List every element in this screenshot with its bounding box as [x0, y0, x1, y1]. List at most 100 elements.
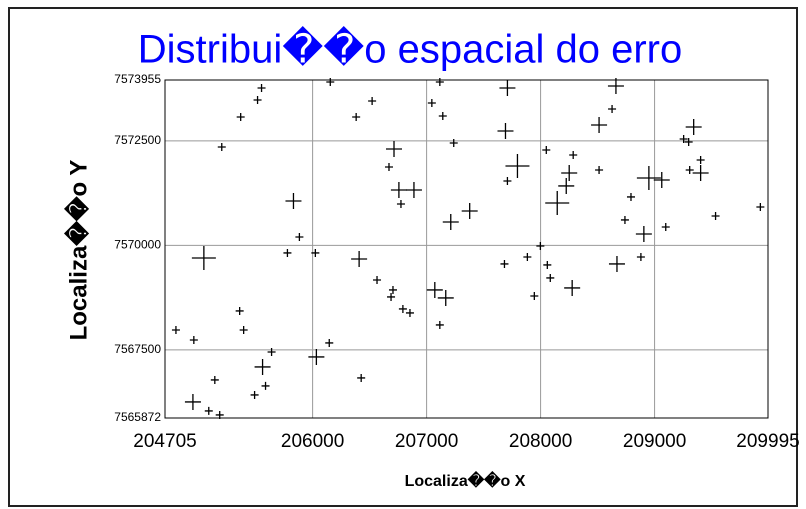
marker	[295, 232, 304, 241]
marker	[608, 255, 625, 272]
marker	[711, 211, 720, 220]
y-tick-label: 7570000	[114, 238, 161, 252]
x-tick-label: 209000	[623, 431, 686, 452]
marker	[523, 252, 532, 261]
y-tick-label: 7573955	[114, 72, 161, 86]
marker	[530, 291, 539, 300]
marker	[390, 181, 407, 198]
marker	[461, 202, 478, 219]
marker	[696, 155, 705, 164]
marker	[189, 335, 198, 344]
marker	[756, 202, 765, 211]
y-tick-label: 7565872	[114, 410, 161, 424]
marker	[442, 213, 459, 230]
marker	[326, 78, 335, 87]
marker	[171, 325, 180, 334]
marker	[267, 347, 276, 356]
marker	[184, 393, 201, 410]
marker	[545, 190, 570, 215]
marker	[635, 225, 652, 242]
marker	[285, 192, 302, 209]
frame	[8, 7, 798, 507]
marker	[386, 140, 403, 157]
marker	[217, 142, 226, 151]
marker	[685, 165, 694, 174]
marker	[620, 215, 629, 224]
marker	[542, 146, 551, 154]
x-tick-label: 204705	[133, 431, 196, 452]
y-tick-label: 7567500	[114, 342, 161, 356]
marker	[564, 279, 581, 296]
marker	[685, 119, 702, 136]
marker	[236, 113, 245, 122]
marker	[449, 138, 458, 147]
marker	[352, 113, 361, 122]
marker	[607, 77, 624, 94]
marker	[239, 325, 248, 334]
marker	[254, 358, 271, 375]
marker	[437, 289, 454, 306]
marker	[373, 275, 382, 284]
marker	[204, 406, 213, 415]
marker	[499, 79, 516, 96]
x-axis-label: Localiza��o X	[405, 470, 526, 490]
marker	[661, 222, 670, 231]
marker	[679, 135, 688, 144]
y-axis-label: Localiza��o Y	[63, 160, 92, 341]
marker	[215, 410, 224, 419]
marker	[608, 104, 617, 113]
marker	[536, 241, 545, 250]
marker	[357, 373, 366, 382]
marker	[253, 95, 262, 104]
x-tick-label: 206000	[281, 431, 344, 452]
marker	[505, 153, 530, 178]
x-tick-label: 208000	[509, 431, 572, 452]
marker	[384, 162, 393, 171]
marker	[543, 260, 552, 269]
marker	[561, 164, 578, 181]
marker	[435, 78, 444, 87]
marker	[368, 96, 377, 105]
marker	[503, 176, 512, 185]
marker	[308, 348, 325, 365]
marker	[558, 177, 575, 194]
marker	[427, 98, 436, 107]
marker	[387, 292, 396, 301]
marker	[692, 164, 709, 181]
y-tick-label: 7572500	[114, 133, 161, 147]
x-tick-label: 209995	[736, 431, 799, 452]
marker	[591, 116, 608, 133]
marker	[653, 171, 670, 188]
marker	[250, 390, 259, 399]
marker	[325, 338, 334, 347]
plot-frame	[164, 79, 769, 419]
marker	[257, 83, 266, 92]
marker	[311, 248, 320, 257]
marker	[636, 165, 661, 190]
marker	[626, 192, 635, 201]
marker	[210, 375, 219, 384]
marker	[405, 308, 414, 317]
marker	[191, 245, 216, 270]
marker	[438, 112, 447, 121]
marker	[595, 165, 604, 174]
marker	[235, 306, 244, 315]
marker	[569, 150, 578, 159]
marker	[546, 273, 555, 282]
marker	[351, 250, 368, 267]
marker	[500, 259, 509, 268]
marker	[261, 381, 270, 390]
marker	[405, 181, 422, 198]
x-tick-label: 207000	[395, 431, 458, 452]
marker	[435, 320, 444, 329]
chart-title: Distribui��o espacial do erro	[138, 26, 682, 72]
marker	[396, 199, 405, 208]
marker	[388, 285, 397, 294]
marker	[426, 281, 443, 298]
marker	[398, 304, 407, 313]
marker	[497, 122, 514, 139]
marker	[636, 252, 645, 261]
marker	[283, 248, 292, 257]
marker	[684, 137, 693, 146]
